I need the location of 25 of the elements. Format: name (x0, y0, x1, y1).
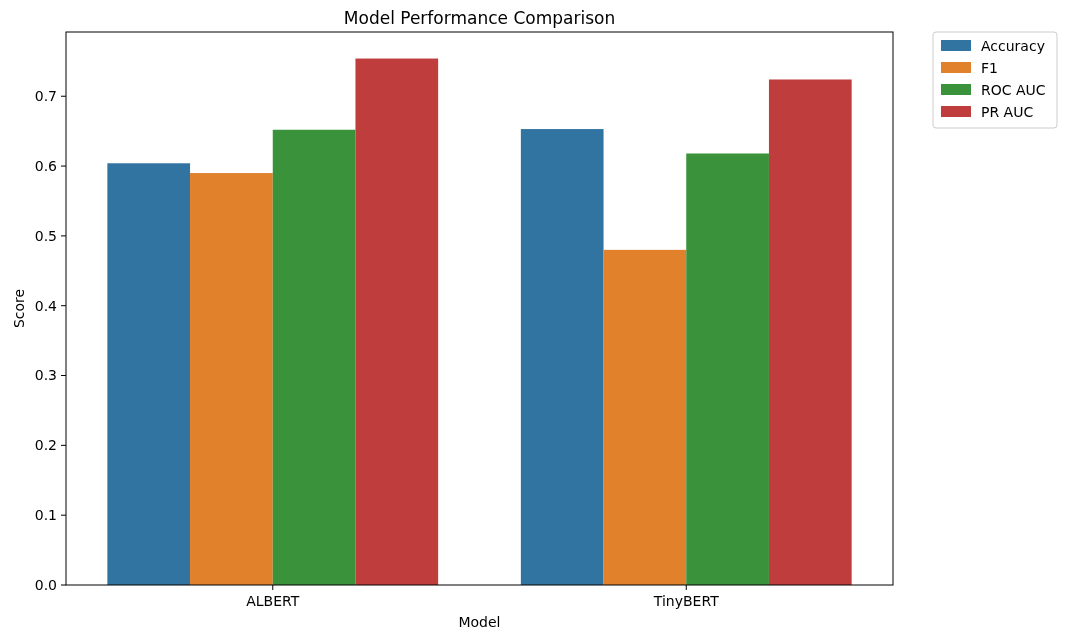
y-axis-title: Score (11, 288, 27, 329)
bar (272, 129, 356, 585)
bar (686, 153, 769, 585)
x-tick-label: ALBERT (246, 593, 300, 609)
y-tick-label: 0.0 (34, 576, 57, 593)
bar (107, 163, 191, 585)
legend-label: F1 (981, 59, 998, 76)
y-tick-label: 0.2 (34, 437, 57, 454)
bar (355, 58, 439, 585)
bar (768, 79, 852, 585)
y-tick-label: 0.5 (34, 227, 57, 244)
legend-label: Accuracy (981, 37, 1045, 54)
x-tick-label: TinyBERT (652, 593, 720, 609)
bar (520, 129, 604, 585)
bar (190, 173, 273, 585)
chart-title: Model Performance Comparison (343, 8, 616, 28)
bar (603, 249, 687, 585)
legend-label: PR AUC (981, 103, 1034, 120)
y-tick-label: 0.1 (34, 507, 57, 524)
legend-label: ROC AUC (981, 81, 1046, 98)
x-axis-title: Model (458, 614, 501, 630)
y-tick-label: 0.7 (34, 88, 57, 105)
y-tick-label: 0.3 (34, 367, 57, 384)
y-tick-label: 0.4 (34, 297, 58, 314)
y-tick-label: 0.6 (34, 157, 58, 174)
